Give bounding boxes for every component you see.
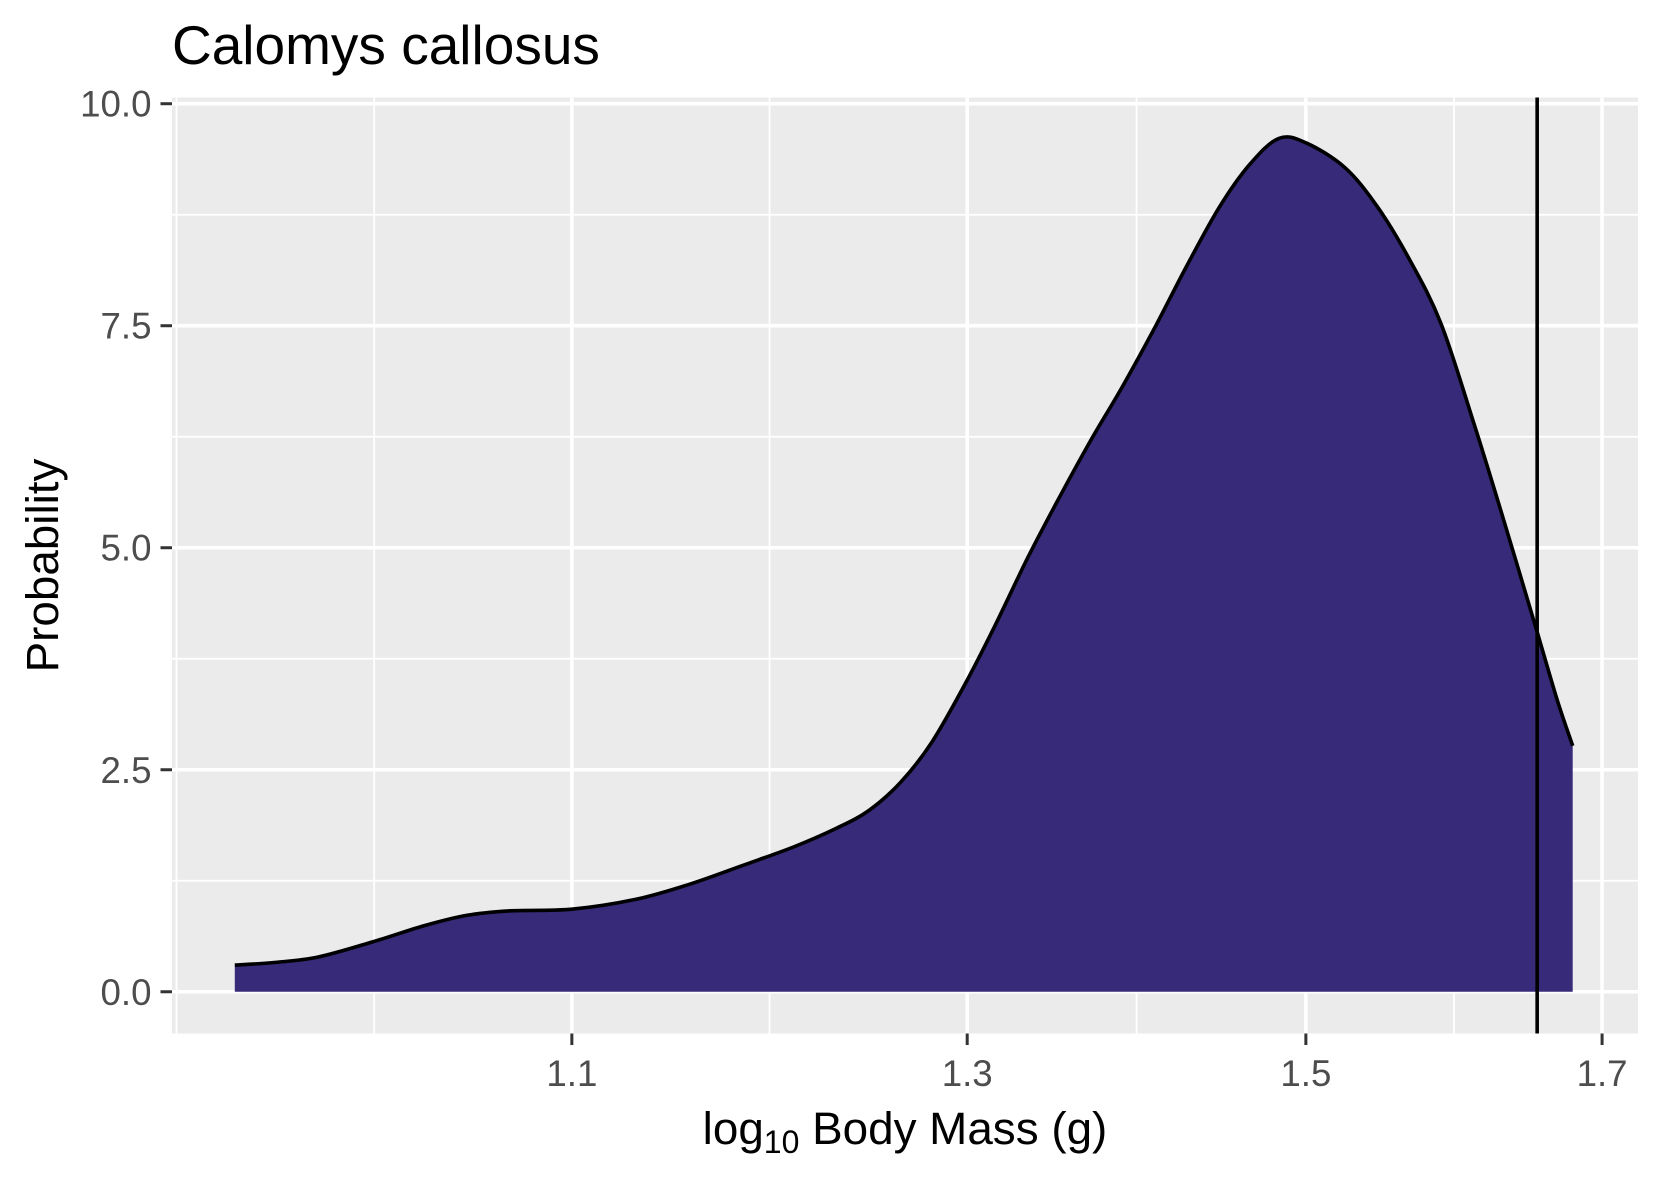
x-tick-label: 1.5 <box>1280 1053 1331 1094</box>
x-axis-title: log10 Body Mass (g) <box>703 1103 1108 1160</box>
x-axis-title-base: log <box>703 1103 764 1154</box>
y-tick-label: 5.0 <box>100 528 151 569</box>
y-tick-label: 10.0 <box>80 84 151 125</box>
y-axis: 0.0 2.5 5.0 7.5 10.0 <box>80 84 172 1013</box>
x-tick-label: 1.7 <box>1577 1053 1628 1094</box>
y-tick-label: 0.0 <box>100 972 151 1013</box>
x-axis: 1.1 1.3 1.5 1.7 <box>546 1033 1628 1094</box>
y-axis-title: Probability <box>17 458 68 672</box>
x-tick-label: 1.3 <box>942 1053 993 1094</box>
y-tick-label: 7.5 <box>100 306 151 347</box>
x-tick-label: 1.1 <box>546 1053 597 1094</box>
x-axis-title-subscript: 10 <box>764 1124 800 1160</box>
x-axis-title-rest: Body Mass (g) <box>812 1103 1107 1154</box>
density-area <box>234 136 1573 992</box>
y-tick-label: 2.5 <box>100 750 151 791</box>
density-curve <box>234 135 1575 967</box>
chart-title: Calomys callosus <box>172 14 600 76</box>
